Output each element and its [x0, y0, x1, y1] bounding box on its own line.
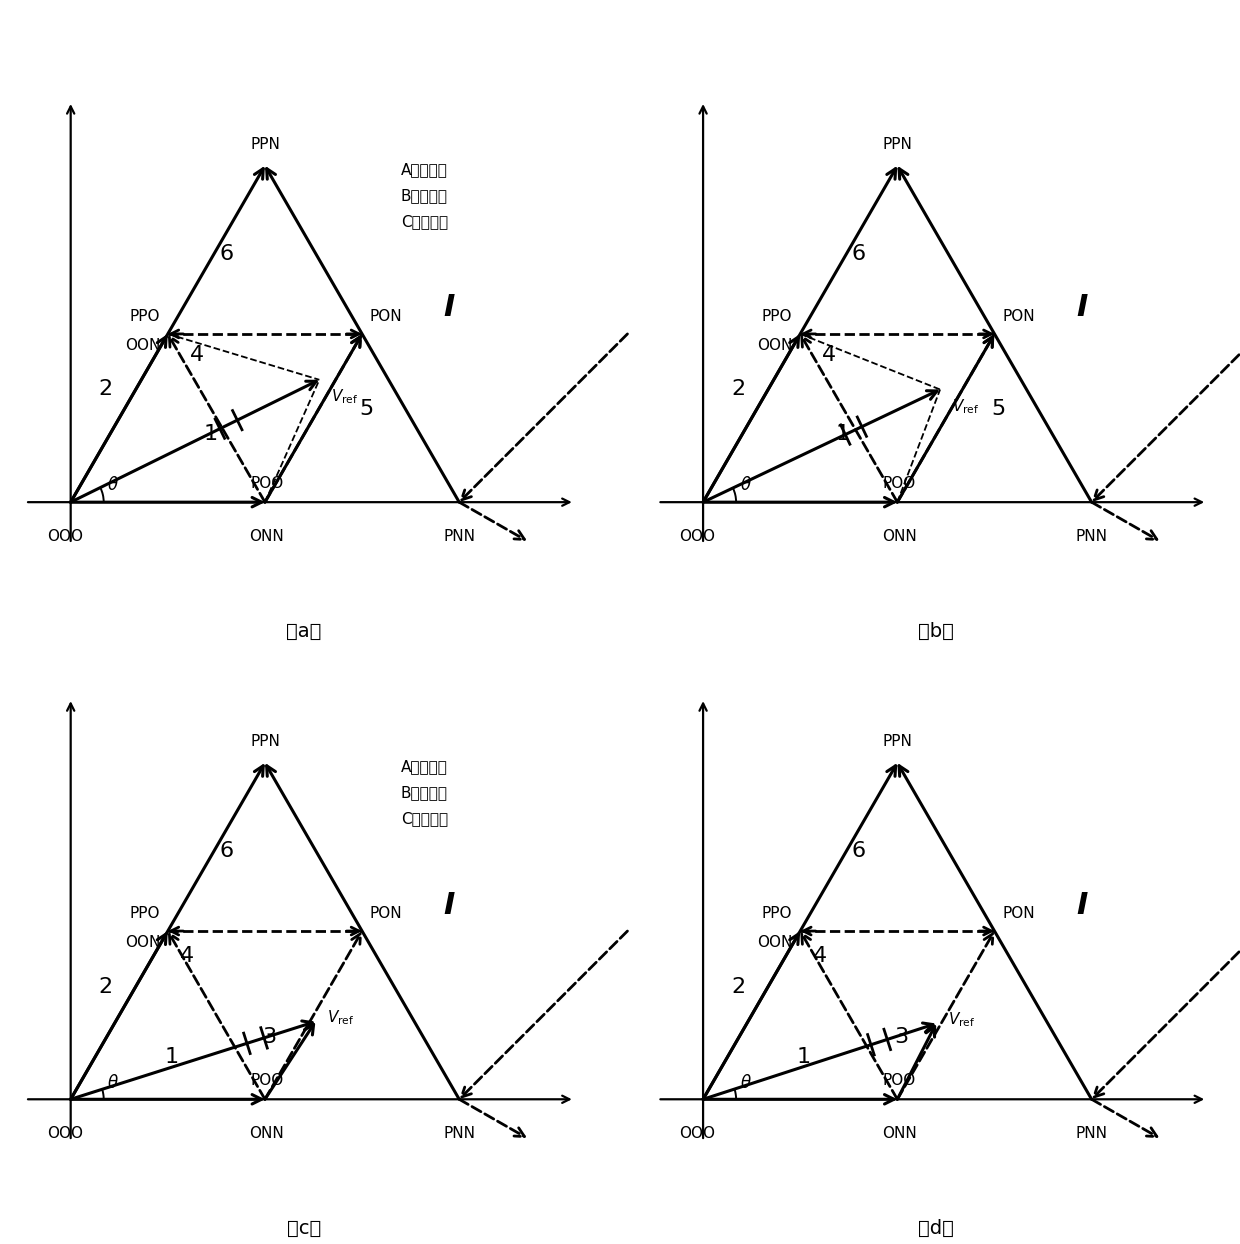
Text: PON: PON — [1002, 907, 1035, 922]
Text: 2: 2 — [99, 379, 113, 399]
Text: 1: 1 — [203, 424, 217, 444]
Text: PPN: PPN — [883, 734, 913, 749]
Text: PON: PON — [370, 907, 403, 922]
Text: $V_{\rm ref}$: $V_{\rm ref}$ — [331, 388, 358, 407]
Text: OOO: OOO — [680, 1127, 715, 1142]
Text: 4: 4 — [812, 945, 827, 965]
Text: $V_{\rm ref}$: $V_{\rm ref}$ — [327, 1009, 355, 1028]
Text: OON: OON — [758, 935, 792, 950]
Text: OON: OON — [758, 338, 792, 353]
Text: 6: 6 — [219, 244, 233, 264]
Text: I: I — [444, 891, 455, 919]
Text: PNN: PNN — [1075, 530, 1107, 545]
Text: PPN: PPN — [883, 137, 913, 152]
Text: （c）: （c） — [286, 1219, 321, 1238]
Text: 4: 4 — [822, 345, 837, 364]
Text: PON: PON — [370, 310, 403, 325]
Text: PPO: PPO — [129, 310, 160, 325]
Text: PNN: PNN — [443, 530, 475, 545]
Text: 3: 3 — [894, 1028, 908, 1047]
Text: $\theta$: $\theta$ — [740, 1074, 751, 1091]
Text: A相被鉱位
B相被鉱位
C相被鉱位: A相被鉱位 B相被鉱位 C相被鉱位 — [401, 162, 448, 229]
Text: PPO: PPO — [129, 907, 160, 922]
Text: POO: POO — [250, 1072, 284, 1087]
Text: OOO: OOO — [47, 530, 83, 545]
Text: ONN: ONN — [249, 530, 284, 545]
Text: 5: 5 — [358, 399, 373, 419]
Text: （a）: （a） — [286, 622, 321, 641]
Text: （b）: （b） — [919, 622, 954, 641]
Text: $V_{\rm ref}$: $V_{\rm ref}$ — [947, 1010, 975, 1029]
Text: 2: 2 — [732, 977, 745, 996]
Text: ONN: ONN — [249, 1127, 284, 1142]
Text: PNN: PNN — [443, 1127, 475, 1142]
Text: 1: 1 — [165, 1046, 179, 1066]
Text: （d）: （d） — [919, 1219, 954, 1238]
Text: PPO: PPO — [761, 310, 792, 325]
Text: OON: OON — [125, 935, 160, 950]
Text: 5: 5 — [991, 399, 1006, 419]
Text: OOO: OOO — [47, 1127, 83, 1142]
Text: POO: POO — [883, 1072, 916, 1087]
Text: POO: POO — [883, 475, 916, 490]
Text: 6: 6 — [219, 841, 233, 861]
Text: 1: 1 — [836, 424, 849, 444]
Text: 6: 6 — [852, 244, 866, 264]
Text: 1: 1 — [797, 1046, 811, 1066]
Text: I: I — [1076, 294, 1087, 322]
Text: OON: OON — [125, 338, 160, 353]
Text: 3: 3 — [262, 1028, 275, 1047]
Text: OOO: OOO — [680, 530, 715, 545]
Text: $\theta$: $\theta$ — [108, 1074, 119, 1091]
Text: PPN: PPN — [250, 137, 280, 152]
Text: ONN: ONN — [882, 530, 916, 545]
Text: ONN: ONN — [882, 1127, 916, 1142]
Text: PNN: PNN — [1075, 1127, 1107, 1142]
Text: PPO: PPO — [761, 907, 792, 922]
Text: I: I — [1076, 891, 1087, 919]
Text: I: I — [444, 294, 455, 322]
Text: A相被鉱位
B相被鉱位
C相被鉱位: A相被鉱位 B相被鉱位 C相被鉱位 — [401, 759, 448, 826]
Text: 2: 2 — [99, 977, 113, 996]
Text: 6: 6 — [852, 841, 866, 861]
Text: PPN: PPN — [250, 734, 280, 749]
Text: $\theta$: $\theta$ — [108, 476, 119, 494]
Text: 4: 4 — [190, 345, 205, 364]
Text: 4: 4 — [180, 945, 195, 965]
Text: $\theta$: $\theta$ — [740, 476, 751, 494]
Text: $V_{\rm ref}$: $V_{\rm ref}$ — [952, 397, 980, 415]
Text: POO: POO — [250, 475, 284, 490]
Text: 2: 2 — [732, 379, 745, 399]
Text: PON: PON — [1002, 310, 1035, 325]
